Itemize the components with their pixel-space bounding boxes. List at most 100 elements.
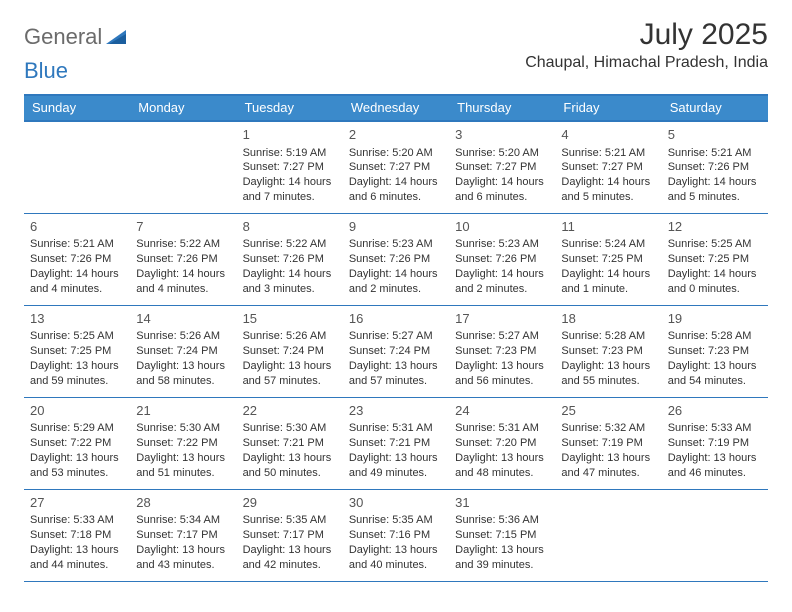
daylight-line: Daylight: 13 hours and 53 minutes.	[30, 451, 124, 481]
calendar-cell: 10Sunrise: 5:23 AMSunset: 7:26 PMDayligh…	[449, 214, 555, 306]
weekday-header-cell: Tuesday	[237, 96, 343, 120]
calendar-weekday-header: SundayMondayTuesdayWednesdayThursdayFrid…	[24, 94, 768, 122]
day-number: 5	[668, 126, 762, 144]
sunset-line: Sunset: 7:23 PM	[668, 344, 762, 359]
day-number: 4	[561, 126, 655, 144]
calendar-page: General July 2025 Chaupal, Himachal Prad…	[0, 0, 792, 592]
day-number: 12	[668, 218, 762, 236]
calendar-cell: 5Sunrise: 5:21 AMSunset: 7:26 PMDaylight…	[662, 122, 768, 214]
weekday-header-cell: Sunday	[24, 96, 130, 120]
daylight-line: Daylight: 13 hours and 42 minutes.	[243, 543, 337, 573]
sunrise-line: Sunrise: 5:28 AM	[668, 329, 762, 344]
sunset-line: Sunset: 7:17 PM	[243, 528, 337, 543]
sunrise-line: Sunrise: 5:33 AM	[30, 513, 124, 528]
sunrise-line: Sunrise: 5:21 AM	[561, 146, 655, 161]
calendar-cell: 18Sunrise: 5:28 AMSunset: 7:23 PMDayligh…	[555, 306, 661, 398]
daylight-line: Daylight: 13 hours and 46 minutes.	[668, 451, 762, 481]
sunrise-line: Sunrise: 5:35 AM	[243, 513, 337, 528]
day-number: 19	[668, 310, 762, 328]
calendar-cell: 17Sunrise: 5:27 AMSunset: 7:23 PMDayligh…	[449, 306, 555, 398]
calendar-cell: 13Sunrise: 5:25 AMSunset: 7:25 PMDayligh…	[24, 306, 130, 398]
daylight-line: Daylight: 14 hours and 5 minutes.	[668, 175, 762, 205]
daylight-line: Daylight: 13 hours and 39 minutes.	[455, 543, 549, 573]
day-number: 28	[136, 494, 230, 512]
calendar-cell: 28Sunrise: 5:34 AMSunset: 7:17 PMDayligh…	[130, 490, 236, 582]
weekday-header-cell: Thursday	[449, 96, 555, 120]
daylight-line: Daylight: 14 hours and 0 minutes.	[668, 267, 762, 297]
daylight-line: Daylight: 13 hours and 50 minutes.	[243, 451, 337, 481]
sunrise-line: Sunrise: 5:27 AM	[455, 329, 549, 344]
sunset-line: Sunset: 7:21 PM	[243, 436, 337, 451]
logo: General	[24, 18, 130, 50]
sunrise-line: Sunrise: 5:20 AM	[455, 146, 549, 161]
weekday-header-cell: Monday	[130, 96, 236, 120]
calendar-cell: 15Sunrise: 5:26 AMSunset: 7:24 PMDayligh…	[237, 306, 343, 398]
daylight-line: Daylight: 14 hours and 6 minutes.	[349, 175, 443, 205]
sunset-line: Sunset: 7:24 PM	[136, 344, 230, 359]
daylight-line: Daylight: 13 hours and 57 minutes.	[349, 359, 443, 389]
sunrise-line: Sunrise: 5:27 AM	[349, 329, 443, 344]
day-number: 30	[349, 494, 443, 512]
sunrise-line: Sunrise: 5:33 AM	[668, 421, 762, 436]
sunrise-line: Sunrise: 5:22 AM	[243, 237, 337, 252]
daylight-line: Daylight: 14 hours and 2 minutes.	[455, 267, 549, 297]
calendar-cell: 20Sunrise: 5:29 AMSunset: 7:22 PMDayligh…	[24, 398, 130, 490]
day-number: 3	[455, 126, 549, 144]
sunset-line: Sunset: 7:19 PM	[561, 436, 655, 451]
sunset-line: Sunset: 7:27 PM	[455, 160, 549, 175]
sunset-line: Sunset: 7:23 PM	[455, 344, 549, 359]
day-number: 16	[349, 310, 443, 328]
day-number: 31	[455, 494, 549, 512]
day-number: 22	[243, 402, 337, 420]
sunset-line: Sunset: 7:24 PM	[349, 344, 443, 359]
sunset-line: Sunset: 7:26 PM	[243, 252, 337, 267]
calendar-cell: 7Sunrise: 5:22 AMSunset: 7:26 PMDaylight…	[130, 214, 236, 306]
daylight-line: Daylight: 13 hours and 49 minutes.	[349, 451, 443, 481]
sunset-line: Sunset: 7:23 PM	[561, 344, 655, 359]
weekday-header-cell: Saturday	[662, 96, 768, 120]
sunrise-line: Sunrise: 5:36 AM	[455, 513, 549, 528]
calendar-cell: 16Sunrise: 5:27 AMSunset: 7:24 PMDayligh…	[343, 306, 449, 398]
daylight-line: Daylight: 14 hours and 4 minutes.	[136, 267, 230, 297]
day-number: 13	[30, 310, 124, 328]
daylight-line: Daylight: 13 hours and 51 minutes.	[136, 451, 230, 481]
daylight-line: Daylight: 14 hours and 2 minutes.	[349, 267, 443, 297]
day-number: 18	[561, 310, 655, 328]
calendar-cell: 30Sunrise: 5:35 AMSunset: 7:16 PMDayligh…	[343, 490, 449, 582]
sunset-line: Sunset: 7:20 PM	[455, 436, 549, 451]
calendar-cell: 1Sunrise: 5:19 AMSunset: 7:27 PMDaylight…	[237, 122, 343, 214]
sunset-line: Sunset: 7:25 PM	[30, 344, 124, 359]
calendar-cell: 12Sunrise: 5:25 AMSunset: 7:25 PMDayligh…	[662, 214, 768, 306]
calendar-cell: 19Sunrise: 5:28 AMSunset: 7:23 PMDayligh…	[662, 306, 768, 398]
sunset-line: Sunset: 7:15 PM	[455, 528, 549, 543]
sunrise-line: Sunrise: 5:23 AM	[455, 237, 549, 252]
day-number: 11	[561, 218, 655, 236]
sunset-line: Sunset: 7:17 PM	[136, 528, 230, 543]
calendar-cell: 29Sunrise: 5:35 AMSunset: 7:17 PMDayligh…	[237, 490, 343, 582]
sunrise-line: Sunrise: 5:30 AM	[136, 421, 230, 436]
sunset-line: Sunset: 7:16 PM	[349, 528, 443, 543]
day-number: 26	[668, 402, 762, 420]
calendar-grid: 1Sunrise: 5:19 AMSunset: 7:27 PMDaylight…	[24, 122, 768, 582]
sunset-line: Sunset: 7:26 PM	[30, 252, 124, 267]
daylight-line: Daylight: 14 hours and 3 minutes.	[243, 267, 337, 297]
daylight-line: Daylight: 13 hours and 47 minutes.	[561, 451, 655, 481]
day-number: 6	[30, 218, 124, 236]
day-number: 21	[136, 402, 230, 420]
calendar-cell	[130, 122, 236, 214]
calendar-cell: 24Sunrise: 5:31 AMSunset: 7:20 PMDayligh…	[449, 398, 555, 490]
sunrise-line: Sunrise: 5:28 AM	[561, 329, 655, 344]
location-text: Chaupal, Himachal Pradesh, India	[525, 54, 768, 72]
sunset-line: Sunset: 7:18 PM	[30, 528, 124, 543]
day-number: 14	[136, 310, 230, 328]
daylight-line: Daylight: 13 hours and 40 minutes.	[349, 543, 443, 573]
calendar-cell: 14Sunrise: 5:26 AMSunset: 7:24 PMDayligh…	[130, 306, 236, 398]
calendar-cell: 27Sunrise: 5:33 AMSunset: 7:18 PMDayligh…	[24, 490, 130, 582]
daylight-line: Daylight: 13 hours and 54 minutes.	[668, 359, 762, 389]
daylight-line: Daylight: 14 hours and 6 minutes.	[455, 175, 549, 205]
daylight-line: Daylight: 13 hours and 58 minutes.	[136, 359, 230, 389]
sunset-line: Sunset: 7:25 PM	[561, 252, 655, 267]
sunset-line: Sunset: 7:19 PM	[668, 436, 762, 451]
sunset-line: Sunset: 7:24 PM	[243, 344, 337, 359]
calendar-cell: 21Sunrise: 5:30 AMSunset: 7:22 PMDayligh…	[130, 398, 236, 490]
